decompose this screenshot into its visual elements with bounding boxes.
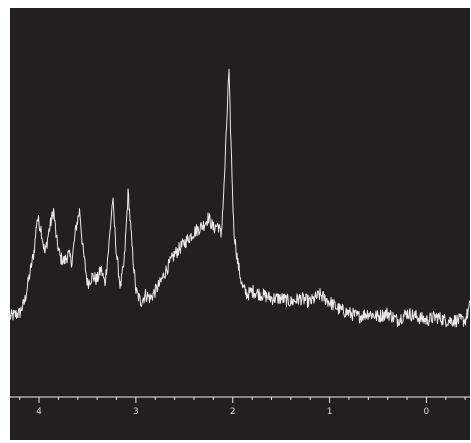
x-axis-tick-labels: 4 3 2 1 0 (36, 407, 429, 417)
x-tick-label: 0 (424, 407, 430, 417)
series-layer (10, 68, 470, 328)
x-tick-label: 4 (36, 407, 42, 417)
spectrum-plot: 4 3 2 1 0 (10, 8, 470, 440)
x-axis-ticks (19, 397, 466, 403)
x-tick-label: 1 (327, 407, 333, 417)
x-tick-label: 2 (230, 407, 236, 417)
spectrum-series-line (10, 68, 470, 328)
spectrum-chart: 4 3 2 1 0 (10, 68, 470, 417)
x-tick-label: 3 (133, 407, 139, 417)
